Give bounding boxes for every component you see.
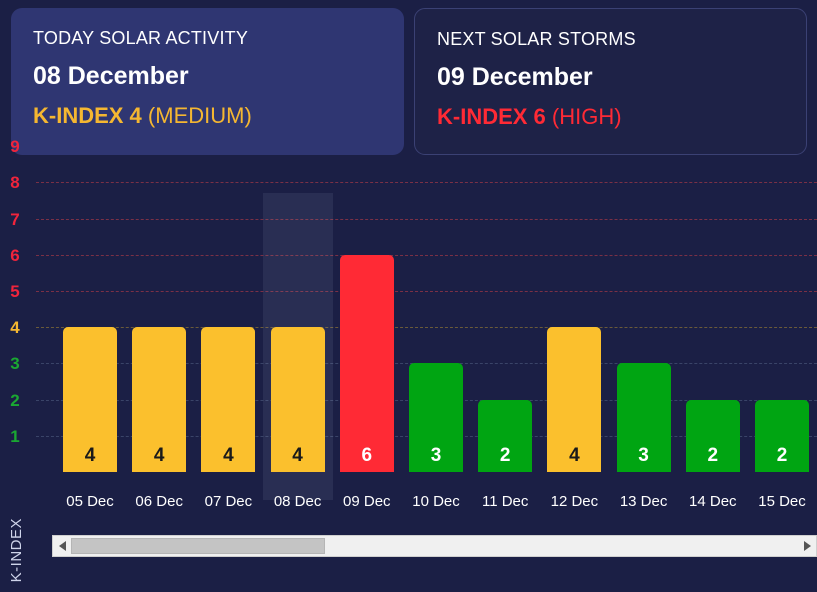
y-tick-5: 5 bbox=[10, 282, 20, 301]
x-tick-08-dec: 08 Dec bbox=[273, 493, 322, 510]
bar-15-dec[interactable]: 2 bbox=[755, 399, 809, 472]
x-tick-06-dec: 06 Dec bbox=[135, 493, 183, 510]
x-tick-13-dec: 13 Dec bbox=[619, 493, 668, 510]
next-card-date: 09 December bbox=[437, 63, 593, 91]
bar-value-label: 4 bbox=[84, 445, 96, 466]
y-axis-title: K-INDEX bbox=[2, 508, 30, 592]
next-card-kindex: K-INDEX 6 (HIGH) bbox=[437, 104, 784, 130]
y-axis-labels: 9 8 7 6 5 4 3 2 1 bbox=[0, 138, 36, 510]
kindex-bar-chart: 9 8 7 6 5 4 3 2 1 4 4 4 4 6 3 2 4 3 2 2 05 Dec 06 Dec 07 Dec… bbox=[0, 138, 817, 592]
today-kindex-level: (MEDIUM) bbox=[147, 103, 252, 128]
chart-horizontal-scrollbar[interactable] bbox=[52, 535, 817, 557]
bar-06-dec[interactable]: 4 bbox=[132, 327, 187, 472]
gridline-6 bbox=[36, 254, 817, 256]
y-tick-1: 1 bbox=[10, 426, 20, 446]
bar-value-label: 2 bbox=[776, 445, 788, 466]
bar-value-label: 4 bbox=[223, 445, 234, 466]
bar-11-dec[interactable]: 2 bbox=[478, 399, 533, 472]
y-tick-8: 8 bbox=[10, 173, 20, 193]
bar-value-label: 3 bbox=[430, 445, 442, 466]
y-axis-title-text: K-INDEX bbox=[7, 517, 25, 583]
x-tick-12-dec: 12 Dec bbox=[550, 493, 599, 510]
bar-08-dec[interactable]: 4 bbox=[270, 327, 325, 472]
bar-07-dec[interactable]: 4 bbox=[201, 327, 256, 472]
bar-value-label: 4 bbox=[153, 445, 165, 466]
next-card-title: NEXT SOLAR STORMS bbox=[437, 29, 636, 49]
x-tick-15-dec: 15 Dec bbox=[758, 493, 806, 510]
next-kindex-level: (HIGH) bbox=[551, 104, 622, 129]
gridline-4 bbox=[36, 327, 817, 329]
bar-value-label: 6 bbox=[361, 445, 373, 466]
x-tick-05-dec: 05 Dec bbox=[66, 493, 114, 510]
x-tick-07-dec: 07 Dec bbox=[204, 493, 253, 510]
bar-value-label: 3 bbox=[638, 445, 649, 466]
gridline-7 bbox=[36, 218, 817, 220]
y-tick-2: 2 bbox=[10, 390, 20, 410]
plot-area: 4 4 4 4 6 3 2 4 3 2 2 bbox=[36, 160, 817, 500]
summary-cards: TODAY SOLAR ACTIVITY 08 December K-INDEX… bbox=[0, 0, 817, 160]
today-solar-activity-card[interactable]: TODAY SOLAR ACTIVITY 08 December K-INDEX… bbox=[11, 8, 404, 155]
x-tick-11-dec: 11 Dec bbox=[481, 493, 529, 510]
bar-value-label: 2 bbox=[499, 445, 511, 466]
bar-value-label: 4 bbox=[292, 445, 303, 466]
x-tick-10-dec: 10 Dec bbox=[412, 493, 460, 510]
x-tick-09-dec: 09 Dec bbox=[343, 493, 391, 510]
next-solar-storms-card[interactable]: NEXT SOLAR STORMS 09 December K-INDEX 6 … bbox=[414, 8, 807, 155]
y-tick-3: 3 bbox=[10, 354, 20, 374]
scrollbar-track[interactable] bbox=[71, 536, 798, 556]
scroll-right-button[interactable] bbox=[798, 536, 816, 556]
y-tick-4: 4 bbox=[10, 318, 20, 338]
today-kindex-value: K-INDEX 4 bbox=[33, 103, 142, 128]
x-tick-14-dec: 14 Dec bbox=[689, 493, 737, 510]
y-tick-7: 7 bbox=[10, 209, 20, 229]
gridline-8 bbox=[36, 182, 817, 184]
x-axis-labels: 05 Dec 06 Dec 07 Dec 08 Dec 09 Dec 10 Dec 11 D… bbox=[36, 492, 817, 520]
bar-10-dec[interactable]: 3 bbox=[409, 363, 463, 472]
bar-14-dec[interactable]: 2 bbox=[685, 399, 740, 472]
bar-09-dec[interactable]: 6 bbox=[339, 254, 394, 472]
bar-value-label: 2 bbox=[707, 445, 719, 466]
scroll-left-button[interactable] bbox=[53, 536, 71, 556]
gridline-5 bbox=[36, 291, 817, 292]
next-kindex-value: K-INDEX 6 bbox=[437, 104, 546, 129]
today-card-date: 08 December bbox=[33, 62, 189, 90]
today-card-title: TODAY SOLAR ACTIVITY bbox=[33, 28, 249, 48]
bar-12-dec[interactable]: 4 bbox=[547, 327, 602, 472]
today-card-kindex: K-INDEX 4 (MEDIUM) bbox=[33, 103, 382, 129]
scrollbar-thumb[interactable] bbox=[71, 538, 326, 554]
bar-series: 4 4 4 4 6 3 2 4 3 2 2 bbox=[36, 160, 817, 500]
triangle-right-icon bbox=[803, 541, 811, 551]
triangle-left-icon bbox=[58, 541, 66, 551]
y-tick-9: 9 bbox=[10, 137, 20, 157]
bar-13-dec[interactable]: 3 bbox=[616, 363, 671, 472]
y-tick-6: 6 bbox=[10, 245, 20, 265]
bar-05-dec[interactable]: 4 bbox=[63, 327, 117, 472]
bar-value-label: 4 bbox=[569, 445, 580, 466]
